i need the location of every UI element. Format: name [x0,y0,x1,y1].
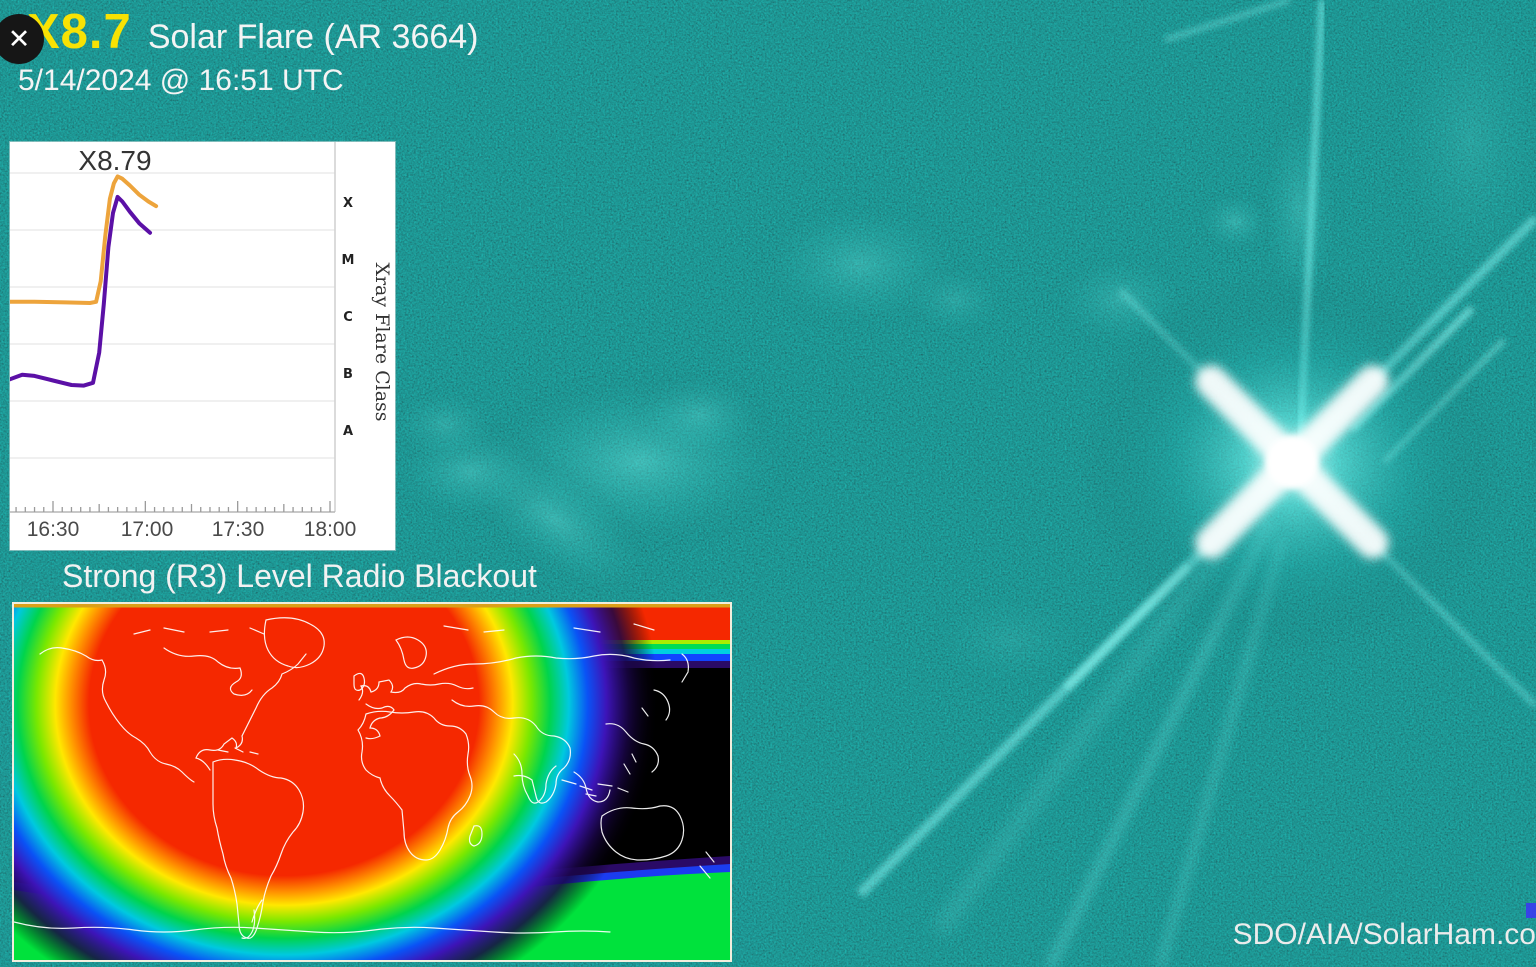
xray-flux-chart-svg: 16:30 17:00 17:30 18:00 X M C B A Xray Flare Clas… [10,142,393,541]
radio-blackout-label: Strong (R3) Level Radio Blackout [62,558,537,594]
flare-title-text: Solar Flare (AR 3664) [147,18,479,56]
y-axis-title: Xray Flare Class [371,262,393,421]
y-band-label: B [343,367,353,382]
flux-series-purple [10,194,152,388]
page-title: X8.7 Solar Flare (AR 3664) [27,4,479,60]
close-icon: ✕ [7,23,31,54]
map-gold-line [14,604,730,608]
peak-annotation: X8.79 [78,145,151,176]
map-coastlines [14,617,715,939]
y-band-label: X [343,196,353,211]
map-day-blob [14,604,659,960]
y-band-label: C [343,310,353,325]
x-tick-label: 17:30 [212,518,265,541]
close-button[interactable]: ✕ [0,14,44,64]
flare-datetime: 5/14/2024 @ 16:51 UTC [18,64,344,97]
x-tick-label: 18:00 [304,518,357,541]
x-tick-label: 16:30 [27,518,80,541]
edge-artifact [1526,903,1536,918]
xray-flux-chart: 16:30 17:00 17:30 18:00 X M C B A Xray Flare Clas… [10,142,395,550]
x-tick-label: 17:00 [121,518,174,541]
flare-class-text: X8.7 [27,5,132,59]
solar-flare-burst [856,0,1536,967]
y-band-label: A [343,424,353,439]
y-band-label: M [342,253,355,268]
image-credit: SDO/AIA/SolarHam.co [1232,918,1536,951]
flux-series-orange [10,174,159,305]
radio-blackout-map [12,602,732,962]
